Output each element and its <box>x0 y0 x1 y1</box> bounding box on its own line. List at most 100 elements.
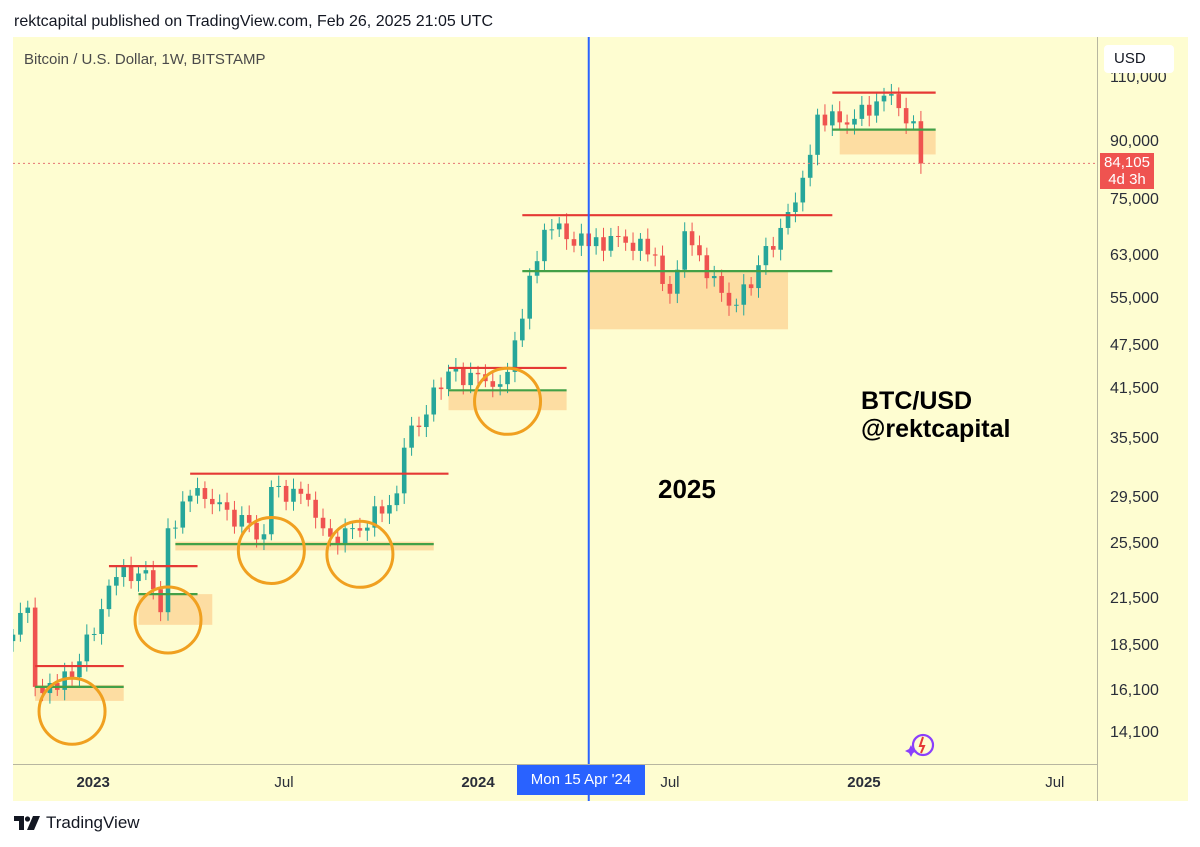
price-tick-label: 90,000 <box>1110 132 1159 150</box>
candle-body <box>549 229 555 231</box>
candle-body <box>623 236 628 243</box>
time-axis[interactable]: 2023 Jul 2024 Jul 2025 Jul Mon 15 Apr '24 <box>13 764 1097 801</box>
highlight-circle <box>133 585 203 655</box>
candle-body <box>84 634 90 662</box>
candle-body <box>136 573 141 582</box>
candle-body <box>438 387 444 390</box>
price-tick-label: 29,500 <box>1110 488 1159 506</box>
price-tick-label: 18,500 <box>1110 637 1159 655</box>
publish-line: rektcapital published on TradingView.com… <box>14 13 494 30</box>
candle-body <box>261 534 267 540</box>
candle-body <box>165 528 171 613</box>
candle-body <box>128 566 134 582</box>
watermark-text: BTC/USD @rektcapital <box>861 387 1010 443</box>
candle-body <box>675 269 680 294</box>
candle-body <box>830 111 835 126</box>
candle-body <box>32 607 38 687</box>
candle-body <box>269 487 274 535</box>
time-tick-label: 2025 <box>847 774 881 791</box>
price-axis[interactable]: 14,100 16,100 18,500 21,500 25,500 29,500 35,5… <box>1097 37 1188 801</box>
candle-body <box>660 255 665 284</box>
candle-body <box>601 237 606 251</box>
candle-body <box>18 612 23 635</box>
time-tick-label: 2023 <box>76 774 110 791</box>
price-chart[interactable] <box>13 37 1097 801</box>
candle-body <box>210 498 215 505</box>
candle-body <box>505 371 510 385</box>
candle-body <box>852 118 857 125</box>
candle-body <box>527 275 532 319</box>
chart-pane[interactable]: Bitcoin / U.S. Dollar, 1W, BITSTAMP 2025… <box>13 37 1097 801</box>
candle-body <box>40 686 45 694</box>
candle-body <box>387 505 392 514</box>
candle-body <box>350 528 355 530</box>
candle-body <box>379 506 385 514</box>
candle-body <box>911 121 916 124</box>
candle-body <box>896 94 902 109</box>
candle-body <box>608 235 614 251</box>
candle-body <box>372 506 377 528</box>
candle-body <box>748 284 754 289</box>
candle-body <box>534 261 540 276</box>
candle-body <box>365 527 370 531</box>
tradingview-logo-icon <box>14 816 40 830</box>
price-tick-label: 63,000 <box>1110 246 1159 264</box>
highlight-circle <box>37 676 107 746</box>
price-tick-label: 14,100 <box>1110 724 1159 742</box>
candle-body <box>335 536 341 545</box>
candle-body <box>881 95 887 102</box>
candle-body <box>106 585 112 610</box>
year-annotation: 2025 <box>658 474 716 504</box>
candle-body <box>460 368 466 386</box>
candle-body <box>571 239 577 246</box>
candle-body <box>121 566 127 578</box>
time-tick-label: 2024 <box>461 774 495 791</box>
candle-body <box>763 246 769 266</box>
candle-body <box>903 108 909 124</box>
candle-body <box>320 517 326 529</box>
candle-body <box>173 527 178 529</box>
price-tick-label: 75,000 <box>1110 190 1159 208</box>
candle-body <box>497 384 503 387</box>
candle-body <box>13 634 16 642</box>
symbol-title: Bitcoin / U.S. Dollar, 1W, BITSTAMP <box>24 51 266 68</box>
candle-body <box>254 522 259 540</box>
candle-body <box>91 633 97 635</box>
price-tick-label: 16,100 <box>1110 681 1159 699</box>
tradingview-logo[interactable]: TradingView <box>14 813 140 833</box>
candle-body <box>431 387 437 415</box>
time-tick-label: Jul <box>1045 774 1065 791</box>
current-price-tag: 84,105 4d 3h <box>1100 153 1154 190</box>
watermark-pair: BTC/USD <box>861 387 973 415</box>
price-tick-label: 35,500 <box>1110 429 1159 447</box>
candle-body <box>741 284 747 305</box>
candle-body <box>645 238 651 255</box>
candle-body <box>25 607 31 613</box>
candle-body <box>734 304 739 306</box>
candle-body <box>475 372 481 375</box>
candle-body <box>69 671 75 678</box>
candle-body <box>283 485 289 502</box>
candle-body <box>719 276 724 293</box>
candle-body <box>357 528 363 531</box>
candle-body <box>815 114 820 155</box>
sparkle-icon[interactable] <box>905 731 939 761</box>
candle-body <box>217 502 222 505</box>
candle-body <box>490 381 496 387</box>
crosshair-date-label: Mon 15 Apr '24 <box>516 765 646 795</box>
price-tick-label: 110,000 <box>1110 68 1167 86</box>
tradingview-logo-text: TradingView <box>46 813 140 832</box>
candle-body <box>291 488 296 502</box>
accumulation-zone <box>448 390 567 411</box>
candle-body <box>630 242 636 251</box>
candle-body <box>785 212 791 228</box>
candle-body <box>453 368 459 372</box>
currency-selector[interactable]: USD <box>1104 45 1174 73</box>
candle-body <box>542 229 547 262</box>
candle-body <box>859 104 865 119</box>
candle-body <box>401 447 407 494</box>
watermark-handle: @rektcapital <box>861 415 1011 443</box>
accumulation-zone <box>588 271 789 330</box>
time-tick-label: Jul <box>660 774 680 791</box>
candle-body <box>394 493 400 506</box>
